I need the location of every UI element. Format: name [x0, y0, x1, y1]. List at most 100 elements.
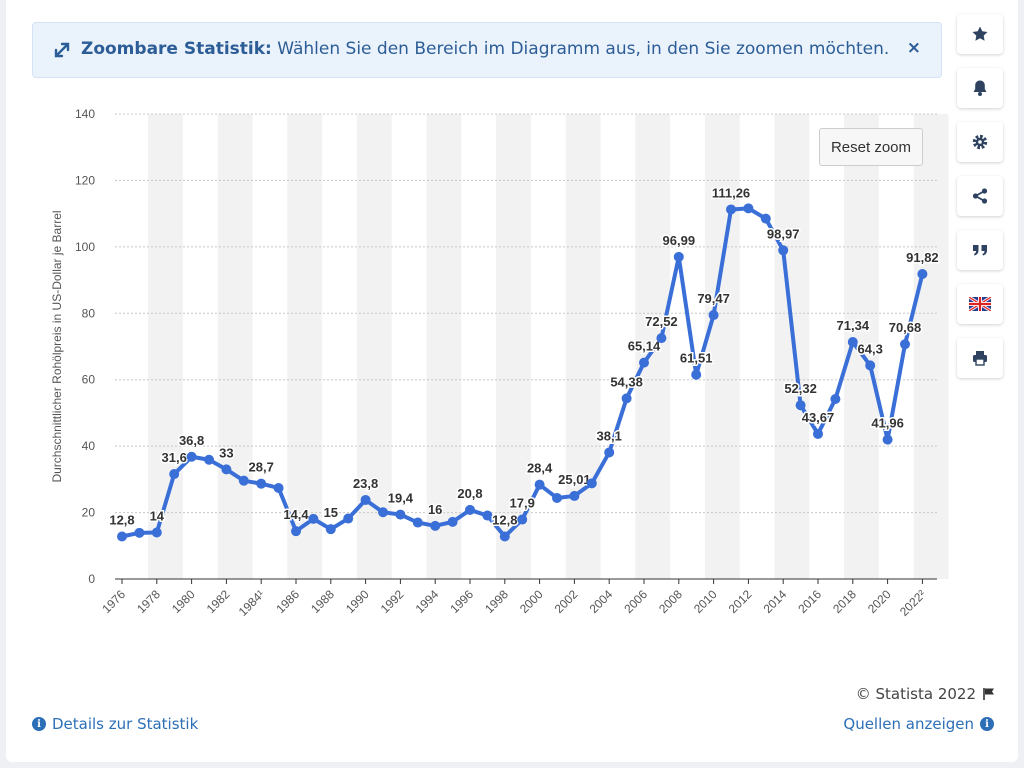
data-label: 79,47 [697, 291, 730, 306]
data-point [343, 513, 354, 524]
data-label: 43,67 [802, 410, 835, 425]
notice-title: Zoombare Statistik: [81, 39, 272, 59]
data-point [621, 393, 632, 404]
data-label: 64,3 [858, 341, 883, 356]
copyright: © Statista 2022 [856, 685, 996, 703]
reset-zoom-button[interactable]: Reset zoom [819, 128, 923, 166]
data-point [360, 494, 371, 505]
line-chart[interactable]: 0 20 40 60 80 100 120 140 Durchschnittlicher Roh… [0, 0, 1024, 680]
data-label: 25,01 [558, 472, 591, 487]
plot-band [774, 114, 810, 579]
data-point [847, 337, 858, 348]
uk-flag-icon [969, 297, 991, 311]
data-label: 12,8 [109, 512, 134, 527]
y-tick-label: 100 [75, 240, 95, 254]
data-label: 33 [219, 445, 233, 460]
data-point [813, 428, 823, 439]
data-label: 20,8 [457, 486, 482, 501]
cite-button[interactable] [957, 230, 1003, 270]
x-tick-label: 1986 [273, 587, 302, 616]
x-tick-label: 1992 [378, 587, 407, 616]
x-tick-label: 1990 [343, 587, 372, 616]
data-point [882, 434, 893, 445]
data-point [256, 478, 267, 489]
x-tick-label: 2002 [552, 587, 581, 616]
data-point [447, 516, 458, 527]
data-point [778, 245, 789, 256]
data-label: 71,34 [837, 318, 870, 333]
data-label: 96,99 [663, 233, 696, 248]
data-label: 31,6 [162, 450, 187, 465]
plot-band [287, 114, 323, 579]
data-label: 52,32 [784, 381, 817, 396]
data-point [760, 213, 771, 224]
data-label: 61,51 [680, 351, 713, 366]
data-label: 36,8 [179, 433, 204, 448]
data-point [534, 479, 545, 490]
plot-band [496, 114, 531, 579]
flag-icon[interactable] [982, 687, 996, 701]
y-tick-label: 140 [75, 107, 95, 121]
data-label: 17,9 [510, 496, 535, 511]
data-point [499, 531, 510, 542]
data-point [308, 513, 319, 524]
data-label: 70,68 [889, 320, 922, 335]
share-button[interactable] [957, 176, 1003, 216]
data-point [430, 520, 441, 531]
x-tick-label: 1984¹ [236, 587, 268, 619]
settings-button[interactable] [957, 122, 1003, 162]
data-point [151, 527, 162, 538]
info-icon: i [980, 717, 994, 731]
data-point [795, 400, 806, 411]
data-point [238, 475, 249, 486]
x-tick-label: 2008 [656, 587, 685, 616]
plot-band [704, 114, 740, 579]
x-tick-label: 2012 [726, 587, 755, 616]
print-button[interactable] [957, 338, 1003, 378]
data-point [900, 339, 910, 350]
x-tick-label: 1976 [99, 587, 128, 616]
data-point [865, 360, 876, 371]
data-point [378, 507, 388, 518]
x-tick-label: 2018 [830, 587, 859, 616]
x-tick-label: 2010 [691, 587, 720, 616]
data-label: 91,82 [906, 250, 939, 265]
data-point [134, 527, 145, 538]
y-tick-label: 80 [82, 306, 96, 320]
gear-icon [972, 134, 988, 150]
x-tick-label: 2022² [897, 587, 929, 619]
data-label: 15 [324, 505, 338, 520]
data-label: 12,8 [492, 512, 517, 527]
data-point [656, 333, 667, 344]
sources-link[interactable]: Quellen anzeigen i [843, 715, 994, 733]
plot-band [913, 114, 949, 579]
language-button[interactable] [957, 284, 1003, 324]
favorite-button[interactable] [957, 14, 1003, 54]
details-link-text: Details zur Statistik [52, 715, 199, 733]
data-point [482, 510, 493, 521]
y-tick-label: 0 [88, 572, 95, 586]
data-label: 98,97 [767, 226, 800, 241]
data-point [604, 447, 615, 458]
data-point [517, 514, 528, 525]
x-tick-label: 2020 [865, 587, 894, 616]
details-link[interactable]: i Details zur Statistik [32, 715, 198, 733]
y-axis-title: Durchschnittlicher Rohölpreis in US-Doll… [50, 210, 64, 482]
data-label: 16 [428, 502, 442, 517]
info-icon: i [32, 717, 46, 731]
close-button[interactable]: × [906, 38, 921, 58]
y-tick-label: 40 [82, 439, 96, 453]
data-label: 54,38 [610, 374, 643, 389]
data-label: 23,8 [353, 476, 378, 491]
data-point [639, 357, 649, 368]
x-tick-label: 1982 [204, 587, 233, 616]
quote-icon [973, 245, 987, 256]
print-icon [973, 351, 987, 366]
sources-link-text: Quellen anzeigen [843, 715, 974, 733]
data-point [743, 203, 754, 214]
data-point [726, 204, 736, 215]
data-label: 65,14 [628, 339, 661, 354]
notification-button[interactable] [957, 68, 1003, 108]
y-tick-label: 60 [82, 373, 96, 387]
data-point [673, 251, 684, 262]
